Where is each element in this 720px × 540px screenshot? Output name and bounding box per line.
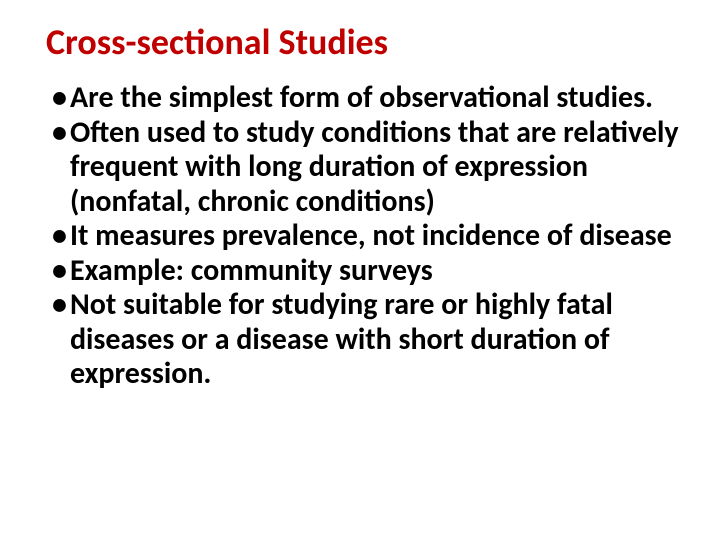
bullet-icon: •: [46, 116, 70, 151]
list-item: • Example: community surveys: [46, 254, 682, 289]
bullet-icon: •: [46, 81, 70, 116]
list-item: • Are the simplest form of observational…: [46, 81, 682, 116]
list-item: • It measures prevalence, not incidence …: [46, 219, 682, 254]
bullet-icon: •: [46, 254, 70, 289]
bullet-icon: •: [46, 288, 70, 323]
bullet-list: • Are the simplest form of observational…: [46, 81, 682, 392]
bullet-text: Not suitable for studying rare or highly…: [70, 288, 682, 392]
list-item: • Not suitable for studying rare or high…: [46, 288, 682, 392]
bullet-icon: •: [46, 219, 70, 254]
bullet-text: Often used to study conditions that are …: [70, 116, 682, 220]
slide-title: Cross-sectional Studies: [46, 22, 682, 63]
bullet-text: It measures prevalence, not incidence of…: [70, 219, 682, 254]
bullet-text: Are the simplest form of observational s…: [70, 81, 682, 116]
bullet-text: Example: community surveys: [70, 254, 682, 289]
list-item: • Often used to study conditions that ar…: [46, 116, 682, 220]
